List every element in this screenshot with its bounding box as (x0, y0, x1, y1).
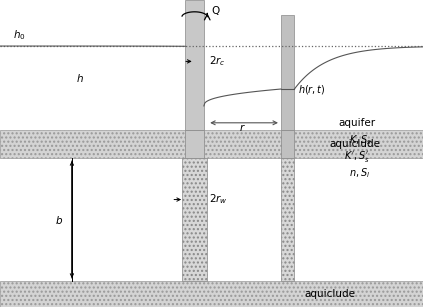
Bar (281, 130, 294, 158)
Bar (182, 158, 207, 281)
Bar (281, 15, 294, 130)
Text: $n, S_l$: $n, S_l$ (349, 167, 370, 180)
Text: $r$: $r$ (239, 122, 245, 133)
Bar (185, 130, 204, 158)
Bar (0, 281, 423, 307)
Bar (281, 158, 294, 281)
Bar (185, 0, 204, 130)
Text: aquiclude: aquiclude (305, 289, 355, 299)
Text: $2r_w$: $2r_w$ (209, 193, 228, 206)
Text: $2r_c$: $2r_c$ (209, 55, 226, 68)
Text: Q: Q (212, 6, 220, 16)
Text: $K, S_s$: $K, S_s$ (349, 133, 372, 146)
Text: $b$: $b$ (55, 213, 63, 226)
Bar (0, 130, 423, 158)
Text: aquifer: aquifer (339, 118, 376, 128)
Text: $h(r,t)$: $h(r,t)$ (298, 83, 326, 95)
Text: $h_0$: $h_0$ (13, 29, 25, 42)
Text: $h$: $h$ (76, 72, 84, 84)
Text: aquiclude: aquiclude (330, 139, 381, 149)
Text: $K', S_s'$: $K', S_s'$ (343, 149, 370, 164)
